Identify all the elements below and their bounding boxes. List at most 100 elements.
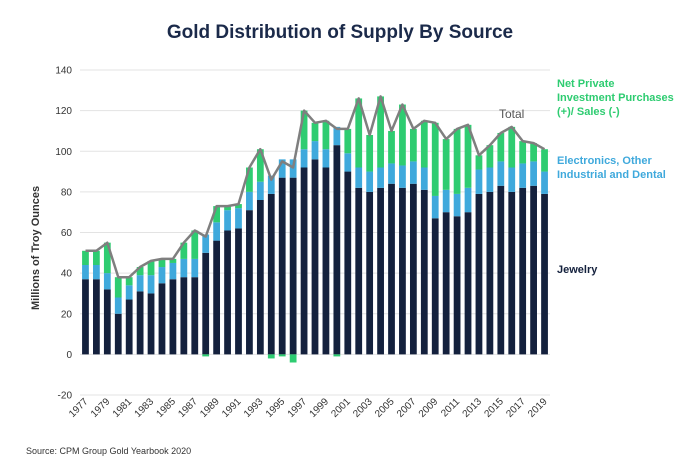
bar-jewelry [267,193,275,355]
bar-industrial [125,285,133,300]
y-tick-label: 0 [66,350,72,361]
x-tick-label: 1983 [133,396,157,420]
bar-industrial [486,167,494,192]
bar-industrial [420,167,428,190]
bar-jewelry [486,191,494,355]
bar-investment [333,354,341,357]
bar-industrial [224,210,231,231]
bar-jewelry [202,252,210,355]
bar-investment [93,250,100,265]
y-tick-label: 20 [61,309,73,320]
bar-industrial [464,187,472,213]
bar-investment [322,120,330,150]
bar-jewelry [497,185,505,355]
bar-industrial [530,161,537,186]
x-tick-label: 2007 [395,396,419,420]
chart-title: Gold Distribution of Supply By Source [166,22,514,43]
x-tick-label: 1985 [155,396,179,420]
bar-jewelry [114,313,122,355]
bar-jewelry [125,299,133,355]
bar-industrial [431,195,439,219]
bar-jewelry [136,291,144,355]
bar-investment [355,98,363,168]
bar-investment [311,122,319,142]
bar-jewelry [453,216,461,355]
bar-investment [442,139,450,190]
bar-industrial [169,262,177,280]
bar-industrial [442,189,450,213]
bar-investment [530,143,537,162]
x-tick-label: 2003 [351,396,375,420]
bar-industrial [311,141,319,160]
bar-industrial [399,165,406,188]
bar-jewelry [475,193,483,355]
legend-jewelry: Jewelry [557,264,598,276]
bar-industrial [508,167,516,192]
y-tick-label: 120 [55,106,72,117]
bar-jewelry [158,283,166,355]
x-tick-label: 2009 [417,396,441,420]
bar-investment [169,258,177,263]
x-tick-label: 2011 [439,396,462,419]
bar-jewelry [464,212,472,355]
bar-jewelry [519,187,527,355]
bar-jewelry [541,193,548,355]
bar-investment [409,128,417,162]
bar-investment [399,104,406,166]
bar-investment [103,242,111,274]
x-tick-label: 2001 [329,396,353,420]
bar-investment [278,354,286,357]
bar-industrial [136,275,144,292]
bar-jewelry [93,279,100,355]
bar-industrial [541,171,548,194]
y-tick-label: -20 [58,391,73,402]
total-line [85,95,546,279]
bar-jewelry [442,212,450,355]
bar-investment [344,128,352,154]
bar-jewelry [300,167,308,355]
bar-jewelry [147,293,155,355]
bar-industrial [103,273,111,290]
bar-investment [224,206,231,211]
legend-industrial: Electronics, Other Industrial and Dental [557,155,666,181]
bar-industrial [409,161,417,184]
bar-jewelry [399,187,406,355]
bar-industrial [147,275,155,294]
bar-investment [82,250,89,265]
bar-jewelry [191,277,199,355]
x-tick-label: 1989 [198,396,222,420]
bar-investment [431,122,439,196]
x-tick-label: 2019 [526,396,550,420]
bar-industrial [180,258,188,278]
x-tick-label: 1991 [220,396,244,420]
bar-investment [453,128,461,194]
bar-investment [180,242,188,259]
bar-jewelry [169,279,177,355]
x-tick-label: 1979 [89,396,113,420]
bar-jewelry [224,230,231,355]
bar-jewelry [246,210,253,355]
bar-jewelry [103,289,111,355]
bar-jewelry [289,177,297,355]
bar-investment [486,145,494,168]
bar-industrial [158,267,166,284]
bar-investment [377,96,384,168]
bar-investment [147,260,155,276]
x-tick-label: 2015 [482,396,506,420]
bar-jewelry [311,159,319,355]
bar-jewelry [278,177,286,355]
bar-jewelry [344,171,352,355]
bar-industrial [475,169,483,194]
bar-investment [388,130,395,164]
bar-jewelry [333,145,341,355]
bar-investment [114,277,122,298]
bar-jewelry [213,240,221,355]
bar-jewelry [409,183,417,355]
bar-investment [191,230,199,259]
y-tick-label: 140 [55,66,72,77]
bar-investment [246,167,253,192]
bar-jewelry [256,200,264,355]
bar-industrial [344,153,352,172]
y-tick-label: 40 [61,269,73,280]
